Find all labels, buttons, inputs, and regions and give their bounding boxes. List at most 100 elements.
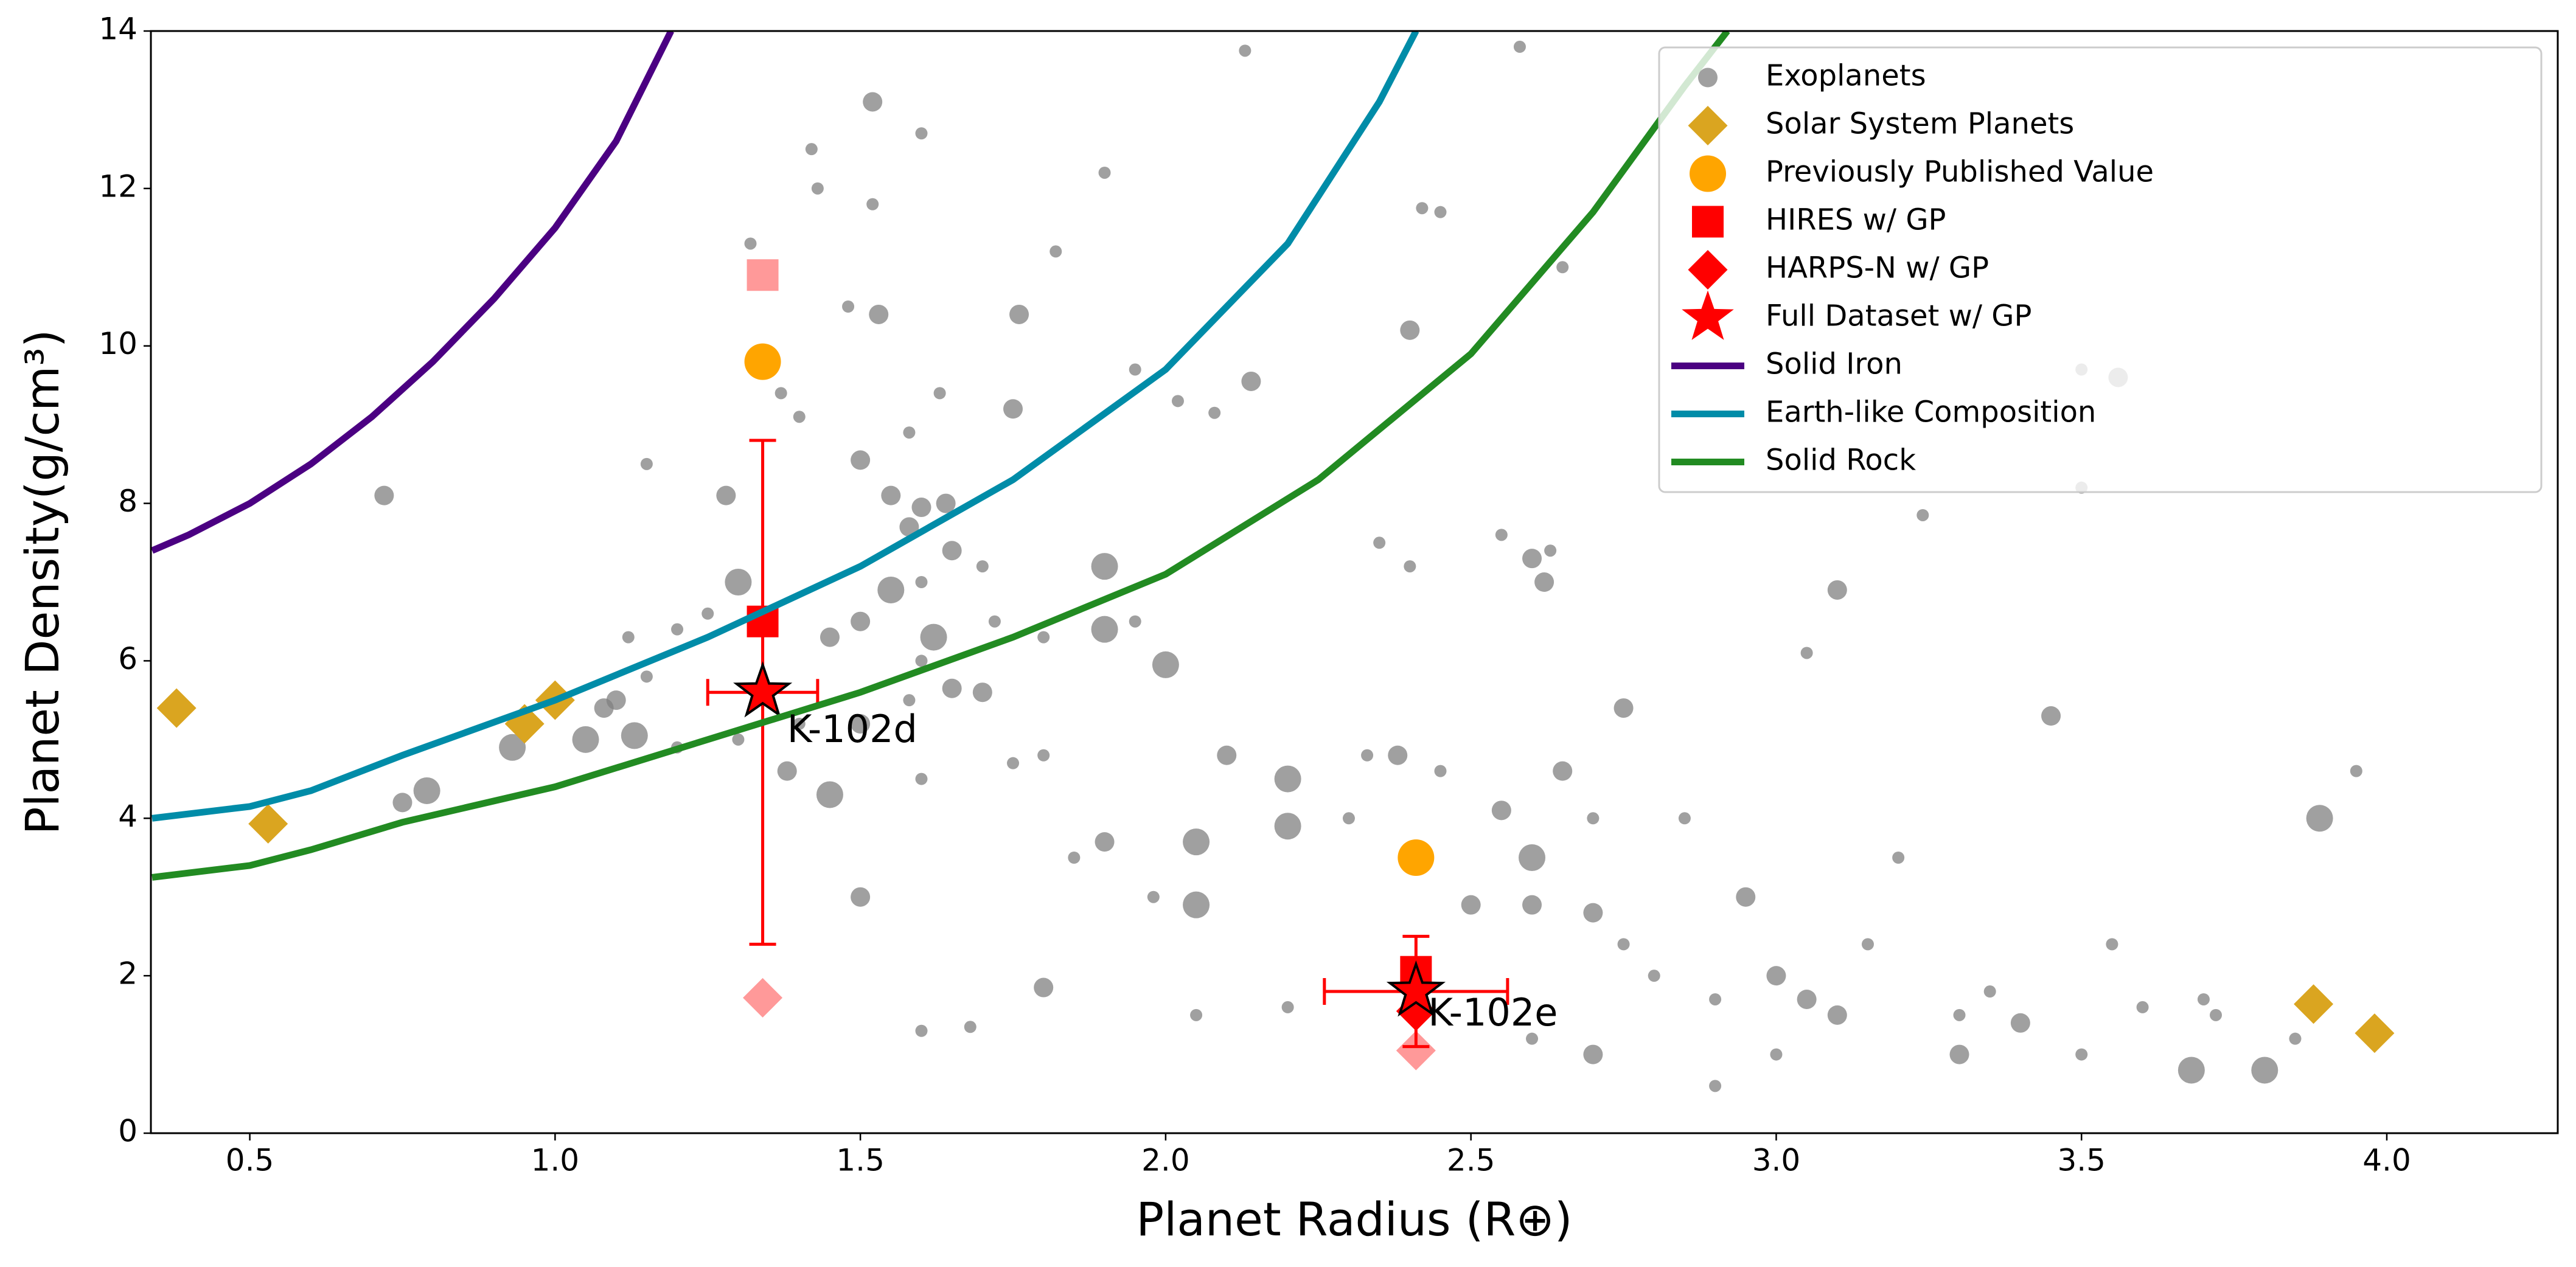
point	[1129, 363, 1141, 376]
point	[1916, 509, 1929, 521]
point	[1678, 812, 1691, 825]
plot-area	[151, 31, 2395, 1092]
point	[964, 1021, 976, 1033]
point	[942, 678, 962, 698]
y-tick-label: 2	[118, 956, 138, 991]
plot-frame	[150, 30, 2559, 1134]
point	[1583, 1044, 1603, 1064]
legend-label: Previously Published Value	[1766, 155, 2154, 189]
point	[1274, 813, 1301, 840]
point	[915, 576, 928, 588]
point	[1770, 1048, 1783, 1061]
point	[1827, 1005, 1847, 1025]
point	[1361, 749, 1374, 762]
point	[1544, 544, 1557, 557]
x-tick-label: 1.0	[531, 1143, 580, 1178]
point	[1171, 395, 1184, 408]
point	[1491, 800, 1511, 821]
point	[413, 777, 440, 804]
point	[1709, 1080, 1722, 1092]
x-tick-label: 2.5	[1447, 1143, 1495, 1178]
legend-label: Exoplanets	[1766, 59, 1926, 93]
point	[733, 661, 793, 718]
point	[775, 387, 787, 400]
point	[725, 569, 752, 595]
legend-label: Earth-like Composition	[1766, 395, 2096, 429]
point	[2177, 1057, 2205, 1084]
point	[851, 713, 871, 734]
point	[915, 1024, 928, 1037]
x-tick-label: 3.0	[1752, 1143, 1801, 1178]
legend-marker	[1698, 68, 1718, 88]
point	[2350, 765, 2362, 777]
y-tick-label: 4	[118, 799, 138, 834]
annotation: K-102d	[787, 707, 917, 751]
point	[594, 698, 614, 718]
y-tick-label: 6	[118, 641, 138, 676]
point	[2075, 1048, 2088, 1061]
point	[1434, 206, 1447, 218]
point	[1091, 553, 1118, 580]
point	[1208, 406, 1221, 419]
point	[640, 457, 653, 470]
point	[1861, 938, 1874, 951]
point	[911, 498, 931, 518]
point	[248, 804, 288, 844]
point	[1461, 895, 1481, 915]
y-tick-label: 12	[99, 168, 138, 204]
point	[1098, 166, 1111, 179]
point	[1648, 970, 1660, 982]
point	[374, 485, 394, 505]
x-tick-label: 4.0	[2362, 1143, 2411, 1178]
point	[933, 387, 946, 400]
point	[915, 127, 928, 140]
point	[1091, 616, 1118, 643]
point	[1522, 895, 1542, 915]
point	[1892, 852, 1905, 864]
point	[1342, 812, 1355, 825]
point	[1095, 832, 1115, 852]
point	[1613, 698, 1634, 718]
point	[1587, 812, 1600, 825]
point	[1495, 529, 1508, 541]
point	[1434, 765, 1447, 777]
point	[572, 726, 599, 753]
y-tick-label: 0	[118, 1114, 138, 1149]
point	[1050, 245, 1062, 258]
point	[976, 560, 989, 573]
point	[621, 722, 648, 749]
point	[1617, 938, 1630, 951]
point	[1152, 651, 1179, 678]
point	[156, 688, 197, 728]
point	[1388, 745, 1408, 765]
point	[1183, 828, 1210, 856]
point	[816, 781, 843, 808]
point	[920, 623, 947, 651]
y-tick-label: 10	[99, 326, 138, 361]
point	[499, 734, 526, 761]
point	[1190, 1008, 1203, 1021]
point	[1037, 631, 1050, 644]
point	[1003, 399, 1023, 419]
point	[2106, 938, 2118, 951]
point	[2041, 706, 2061, 726]
point	[2251, 1057, 2278, 1084]
point	[1800, 647, 1813, 659]
point	[2210, 1008, 2223, 1021]
point	[2289, 1032, 2302, 1045]
point	[743, 977, 783, 1018]
point	[972, 682, 992, 703]
point	[1034, 977, 1054, 998]
point	[640, 670, 653, 683]
x-tick-label: 1.5	[836, 1143, 885, 1178]
point	[1709, 993, 1722, 1005]
legend-label: Solid Rock	[1766, 443, 1916, 477]
point	[744, 237, 757, 250]
point	[1553, 761, 1573, 781]
point	[1281, 1001, 1294, 1013]
legend: Exoplanets Solar System Planets Previously…	[1658, 46, 2543, 493]
point	[1274, 765, 1301, 793]
point	[1827, 580, 1847, 600]
x-tick-label: 3.5	[2057, 1143, 2106, 1178]
